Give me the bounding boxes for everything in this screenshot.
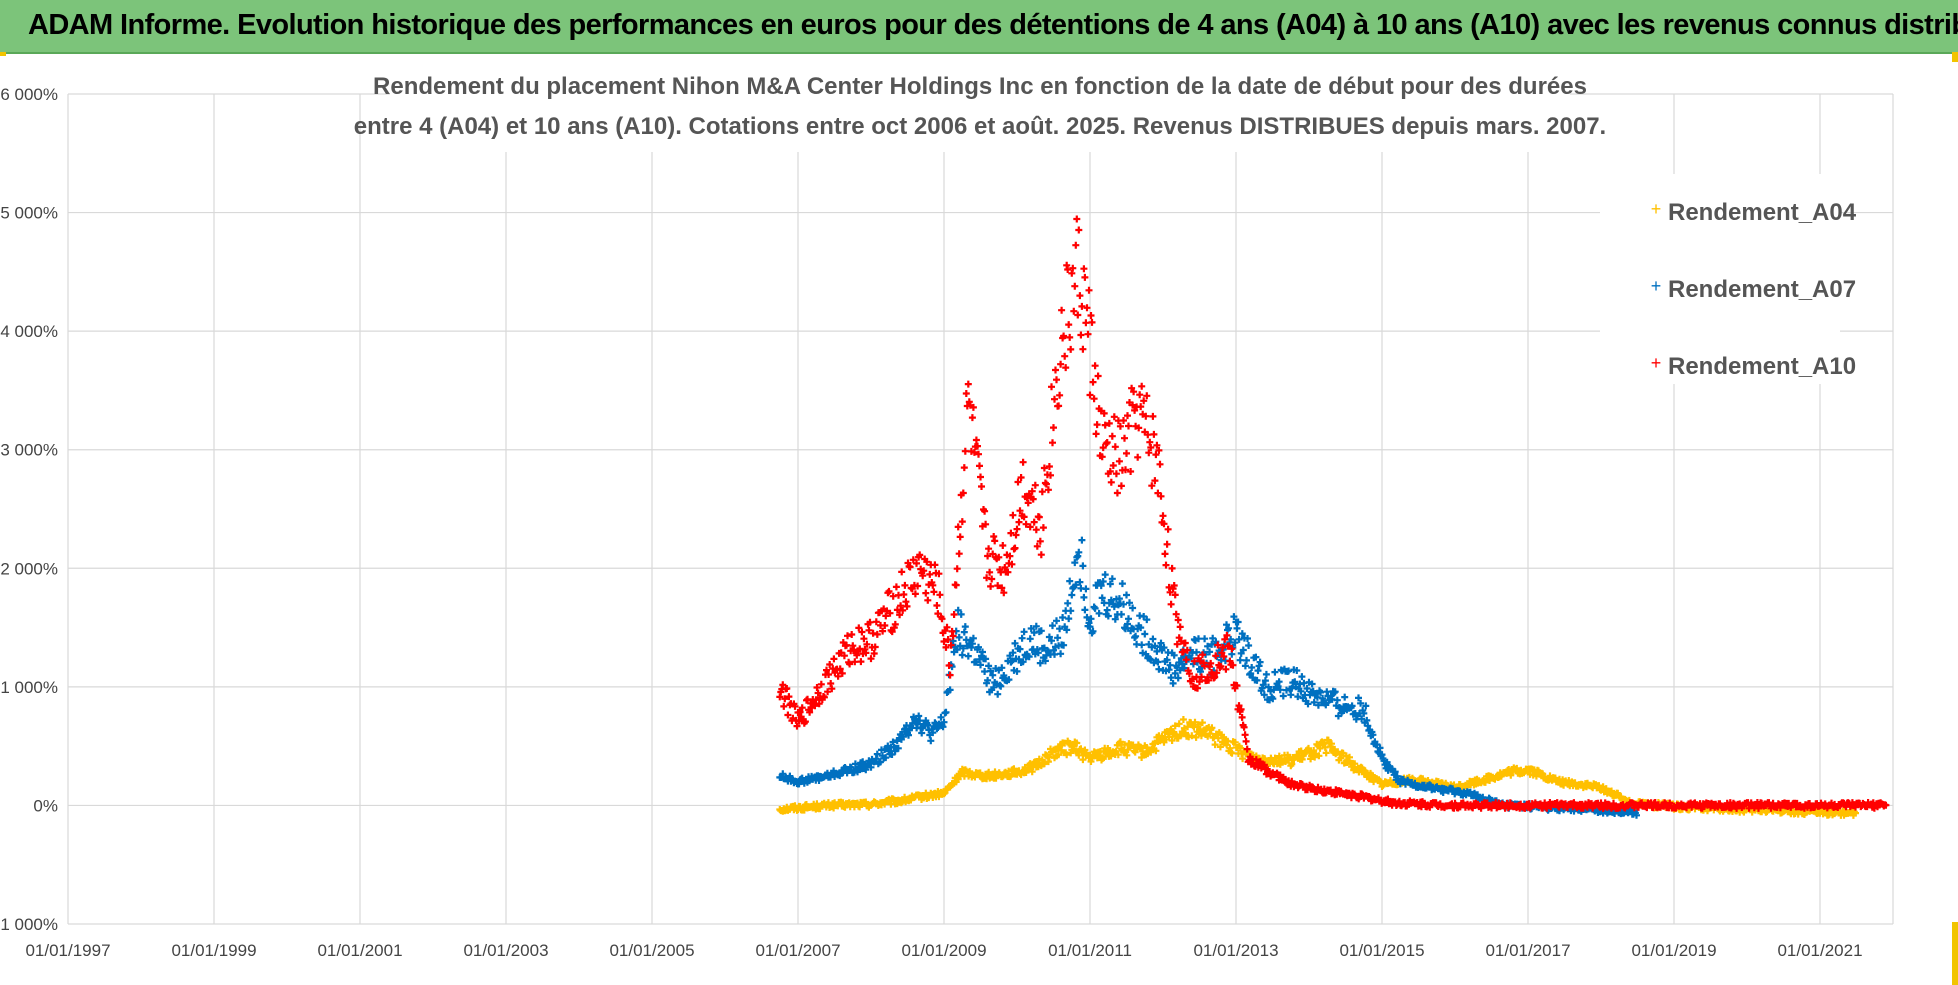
x-tick-label: 01/01/2019 [1631, 941, 1716, 960]
y-tick-label: 5 000% [0, 204, 58, 223]
legend-label-a04: Rendement_A04 [1668, 199, 1857, 226]
x-tick-label: 01/01/2005 [609, 941, 694, 960]
legend: + Rendement_A04 + Rendement_A07 + Rendem… [1600, 174, 1857, 384]
series-markers [776, 215, 1890, 812]
chart-area: -1 000% 0% 1 000% 2 000% 3 000% 4 000% 5 000% 6… [0, 60, 1894, 960]
header-banner: ADAM Informe. Evolution historique des p… [0, 0, 1958, 54]
chart-title-line-2: entre 4 (A04) et 10 ans (A10). Cotations… [354, 113, 1606, 140]
x-tick-label: 01/01/2013 [1193, 941, 1278, 960]
page-title: ADAM Informe. Evolution historique des p… [28, 9, 1958, 41]
x-tick-label: 01/01/2003 [463, 941, 548, 960]
corner-mark-top-left [0, 52, 6, 56]
legend-background [1600, 174, 1840, 384]
legend-marker-a10: + [1651, 353, 1662, 373]
y-tick-label: 0% [33, 796, 58, 815]
legend-label-a10: Rendement_A10 [1668, 353, 1856, 380]
x-tick-label: 01/01/2015 [1339, 941, 1424, 960]
series-rendement-a10 [776, 215, 1890, 812]
legend-label-a07: Rendement_A07 [1668, 276, 1856, 303]
axes: -1 000% 0% 1 000% 2 000% 3 000% 4 000% 5 000% 6… [0, 85, 1863, 960]
chart-title: Rendement du placement Nihon M&A Center … [354, 60, 1606, 152]
x-tick-label: 01/01/1997 [25, 941, 110, 960]
y-tick-label: -1 000% [0, 915, 58, 934]
x-tick-label: 01/01/2009 [901, 941, 986, 960]
y-tick-label: 1 000% [0, 678, 58, 697]
y-tick-label: 6 000% [0, 85, 58, 104]
y-tick-label: 3 000% [0, 441, 58, 460]
chart-title-background [390, 60, 1570, 152]
x-tick-label: 01/01/1999 [171, 941, 256, 960]
corner-mark-top-right [1952, 52, 1958, 62]
x-tick-label: 01/01/2001 [317, 941, 402, 960]
x-tick-label: 01/01/2011 [1048, 941, 1132, 960]
plot-series [776, 215, 1890, 819]
chart-title-line-1: Rendement du placement Nihon M&A Center … [373, 73, 1587, 100]
gridlines [67, 93, 1894, 925]
x-tick-label: 01/01/2017 [1485, 941, 1570, 960]
corner-mark-bottom-right [1952, 922, 1958, 985]
y-tick-label: 4 000% [0, 322, 58, 341]
x-tick-label: 01/01/2007 [755, 941, 840, 960]
legend-marker-a07: + [1651, 276, 1662, 296]
y-tick-label: 2 000% [0, 559, 58, 578]
x-tick-label: 01/01/2021 [1777, 941, 1862, 960]
legend-marker-a04: + [1651, 199, 1662, 219]
